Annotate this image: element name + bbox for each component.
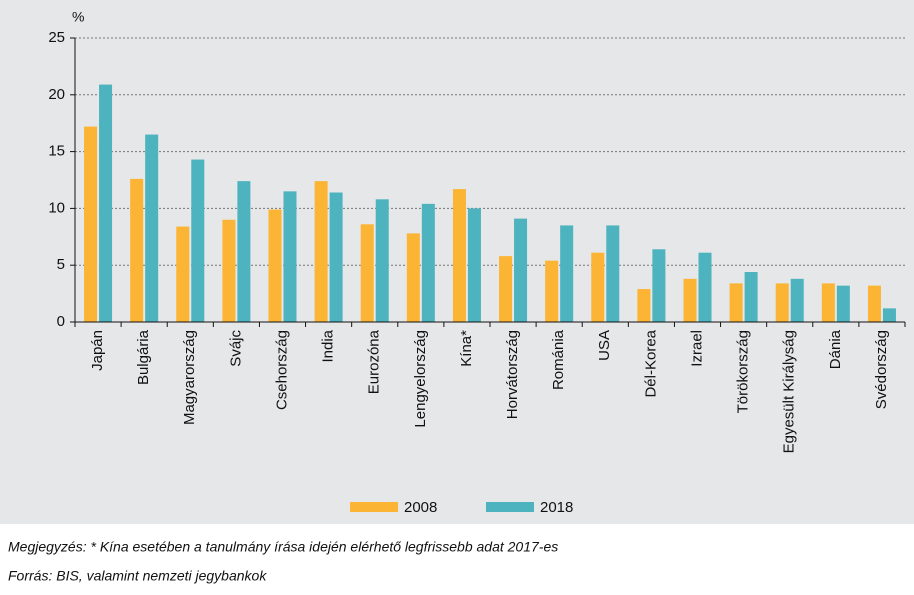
y-tick-label: 20 [48,86,65,103]
x-tick-label: Eurozóna [366,329,383,394]
x-tick-label: Kína* [458,330,475,367]
y-tick-label: 0 [57,313,65,330]
x-tick-label: Dánia [827,329,844,369]
legend-label: 2008 [404,499,437,516]
x-tick-label: Csehország [273,330,290,410]
x-tick-label: Bulgária [135,329,152,385]
x-tick-label: Törökország [735,330,752,413]
y-tick-label: 5 [57,256,65,273]
bar [744,272,758,322]
x-tick-label: Svájc [227,330,244,367]
bar [375,199,389,322]
legend-swatch [486,502,534,512]
x-tick-label: Svédország [873,330,890,409]
bar [652,249,666,322]
source: Forrás: BIS, valamint nemzeti jegybankok [8,568,267,584]
x-tick-label: Dél-Korea [642,329,659,397]
bar [268,209,282,322]
bar [836,285,850,322]
x-tick-label: Lengyelország [412,330,429,428]
bar [545,260,559,322]
bar [237,181,251,322]
bar [329,192,343,322]
bar [821,283,835,322]
bar [637,289,651,322]
note: Megjegyzés: * Kína esetében a tanulmány … [8,539,558,555]
bar [452,189,466,322]
bar [421,203,435,322]
bar [499,256,513,322]
bar [867,285,881,322]
x-tick-label: Izrael [688,330,705,367]
bar [99,84,113,323]
x-tick-label: Horvátország [504,330,521,419]
legend-label: 2018 [540,499,573,516]
y-tick-label: 25 [48,29,65,46]
bar [882,308,896,322]
bar [130,178,144,322]
x-tick-label: Japán [89,330,106,371]
bar [606,225,620,322]
bar [314,181,328,322]
bar [729,283,743,322]
bar [84,126,98,322]
y-tick-label: 15 [48,143,65,160]
bar [467,208,481,322]
x-tick-label: Egyesült Királyság [781,330,798,453]
x-tick-label: Románia [550,329,567,390]
bar [145,134,159,322]
bar [698,252,712,322]
bar [790,278,804,322]
x-tick-label: USA [596,330,613,361]
bar [360,224,374,322]
legend-swatch [350,502,398,512]
y-tick-label: 10 [48,199,65,216]
bar [591,252,605,322]
bar [176,226,190,322]
bar [514,218,528,322]
bar [775,283,789,322]
bar [222,219,236,322]
bar [683,278,697,322]
y-axis-label: % [72,9,84,25]
bar [191,159,205,322]
x-tick-label: India [320,329,337,362]
bar [560,225,574,322]
bar [406,233,420,322]
bar [283,191,297,322]
x-tick-label: Magyarország [181,330,198,425]
